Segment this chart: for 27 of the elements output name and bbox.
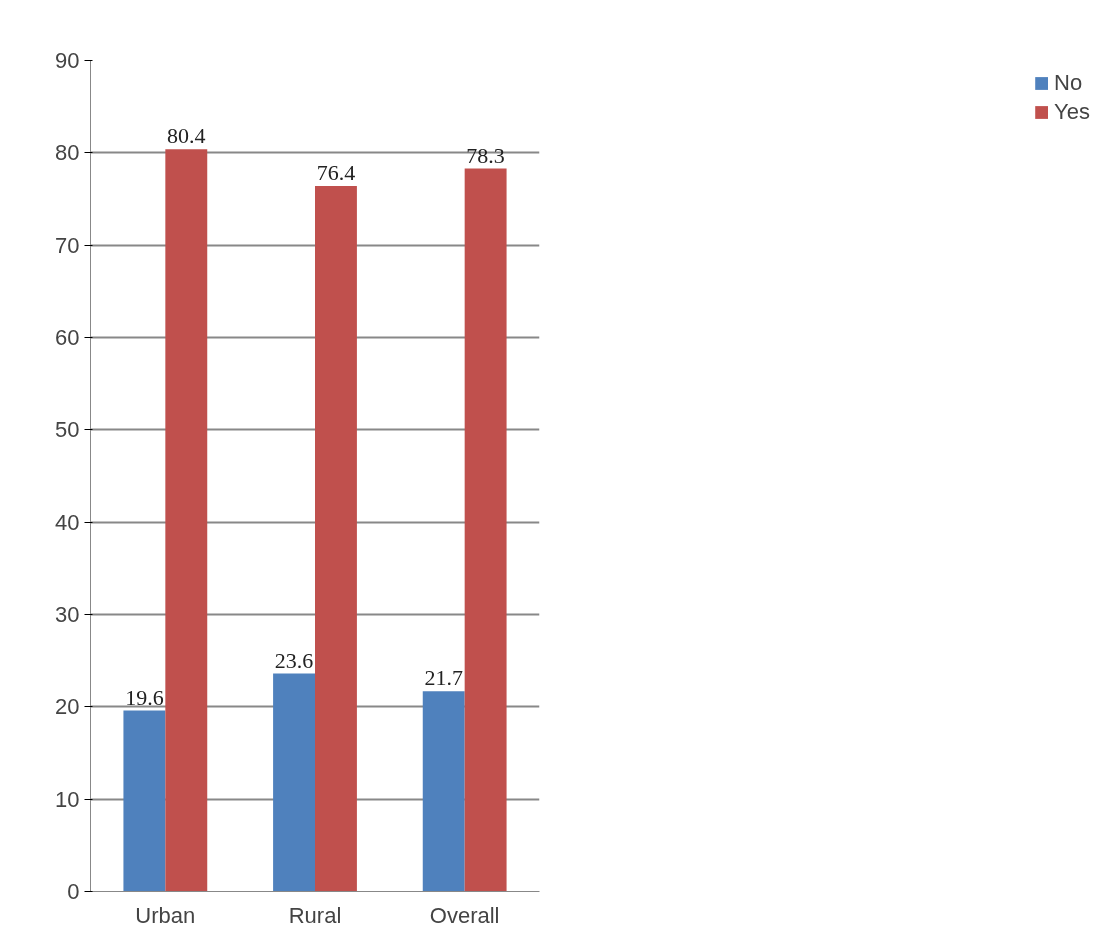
bar	[315, 186, 357, 892]
bar	[273, 673, 315, 892]
y-tick-label: 60	[55, 325, 80, 350]
y-tick-label: 0	[67, 879, 80, 904]
y-tick-label: 20	[55, 694, 80, 720]
bar	[165, 149, 208, 892]
data-label: 76.4	[316, 160, 356, 186]
y-tick-label: 10	[55, 786, 80, 812]
data-label: 78.3	[466, 142, 505, 168]
y-tick-label: 50	[55, 417, 80, 443]
bar	[123, 710, 166, 892]
y-tick-label: 30	[55, 602, 80, 627]
data-label: 23.6	[274, 647, 314, 673]
y-tick-label: 90	[55, 48, 80, 73]
x-tick-label: Overall	[429, 902, 500, 928]
data-label: 80.4	[167, 123, 206, 149]
y-tick-label: 70	[55, 232, 80, 258]
data-label: 19.6	[125, 684, 164, 710]
bar	[464, 168, 507, 892]
legend-label: Yes	[1054, 99, 1090, 125]
data-label: 21.7	[424, 665, 463, 691]
legend-label: No	[1054, 70, 1083, 96]
x-tick-label: Rural	[288, 902, 342, 928]
y-tick-label: 40	[55, 509, 80, 535]
y-tick-label: 80	[55, 140, 80, 166]
x-tick-label: Urban	[135, 902, 196, 928]
bar	[422, 691, 465, 892]
